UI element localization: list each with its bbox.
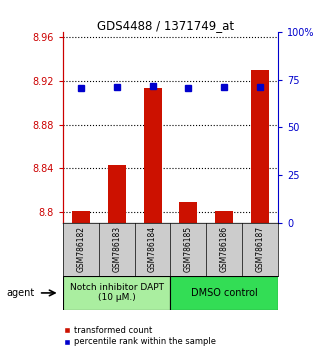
Text: GSM786183: GSM786183 xyxy=(112,226,121,272)
Bar xyxy=(215,211,233,223)
Text: GSM786187: GSM786187 xyxy=(256,226,264,272)
Text: GSM786185: GSM786185 xyxy=(184,226,193,272)
Text: DMSO control: DMSO control xyxy=(191,288,258,298)
Bar xyxy=(170,276,278,310)
Bar xyxy=(251,70,269,223)
Bar xyxy=(63,276,170,310)
Text: GSM786186: GSM786186 xyxy=(220,226,229,272)
Text: GSM786182: GSM786182 xyxy=(76,226,85,272)
Text: GSM786184: GSM786184 xyxy=(148,226,157,272)
Text: GDS4488 / 1371749_at: GDS4488 / 1371749_at xyxy=(97,19,234,33)
Legend: transformed count, percentile rank within the sample: transformed count, percentile rank withi… xyxy=(61,322,219,350)
Bar xyxy=(72,211,90,223)
Bar xyxy=(108,165,126,223)
Text: agent: agent xyxy=(7,288,35,298)
Bar xyxy=(144,87,162,223)
Bar xyxy=(179,202,197,223)
Text: Notch inhibitor DAPT
(10 μM.): Notch inhibitor DAPT (10 μM.) xyxy=(70,282,164,302)
